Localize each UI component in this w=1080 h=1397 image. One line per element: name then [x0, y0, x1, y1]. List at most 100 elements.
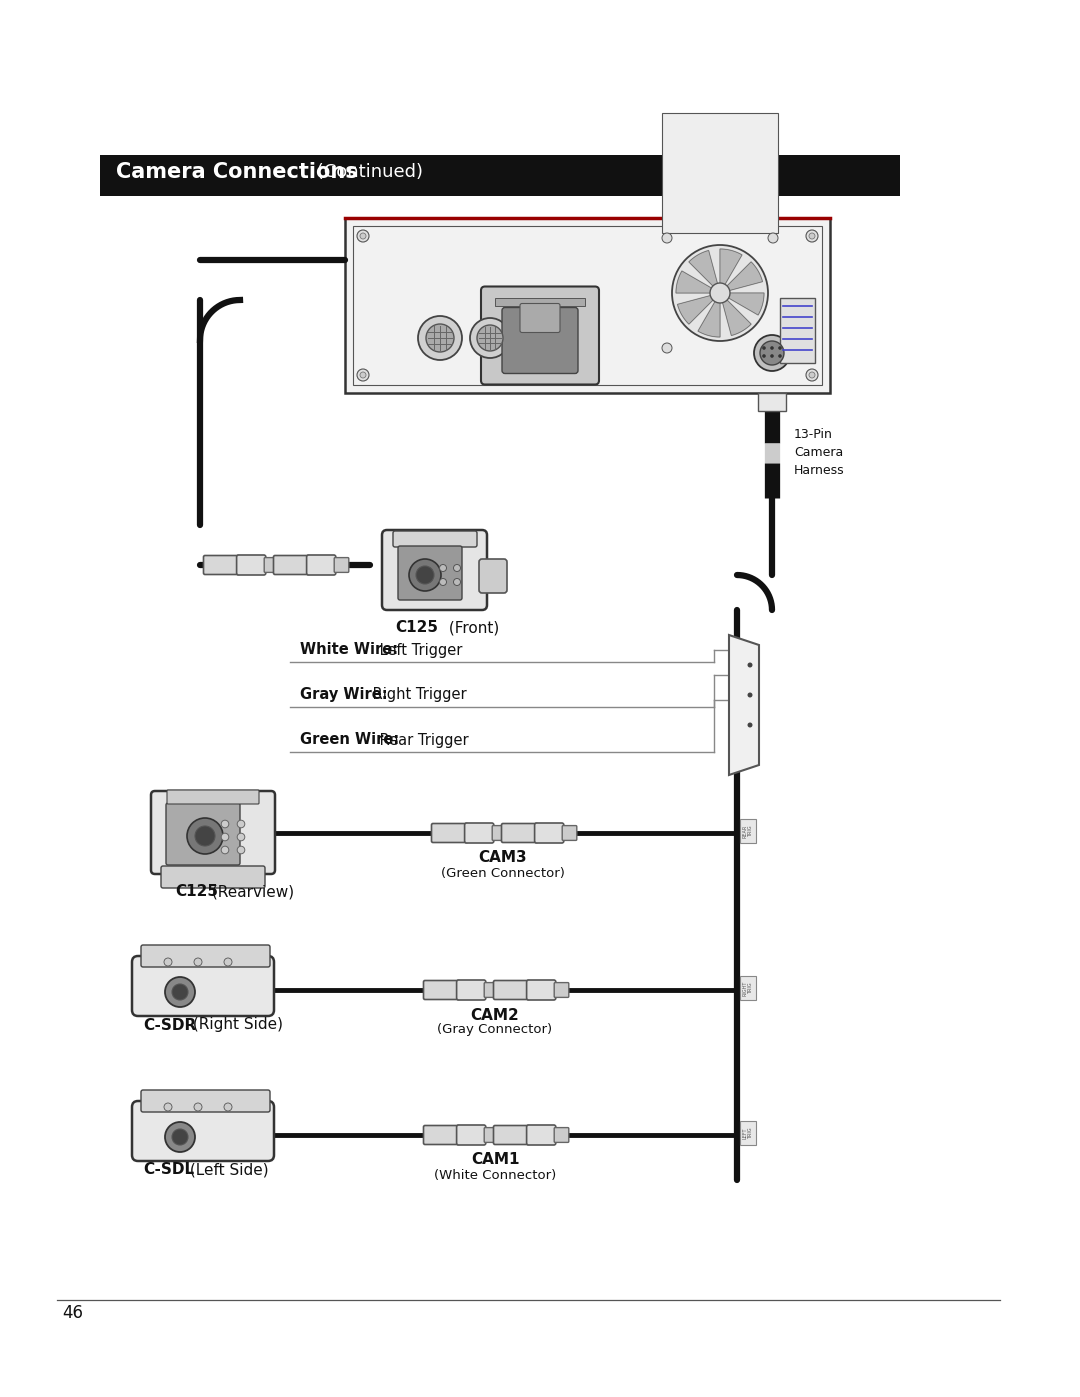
Bar [740, 977, 756, 1000]
Text: REAR
TRIG: REAR TRIG [743, 824, 754, 838]
Circle shape [477, 326, 503, 351]
Circle shape [754, 335, 789, 372]
Text: LEFT
TRIG: LEFT TRIG [743, 1127, 754, 1139]
Circle shape [164, 1104, 172, 1111]
Text: (White Connector): (White Connector) [434, 1168, 556, 1182]
Bar [740, 1120, 756, 1146]
FancyBboxPatch shape [554, 1127, 569, 1143]
Text: (Continued): (Continued) [311, 163, 423, 182]
Bar [495, 298, 585, 306]
Circle shape [779, 346, 782, 349]
Text: Green Wire:: Green Wire: [300, 732, 400, 747]
FancyBboxPatch shape [399, 546, 462, 599]
Circle shape [409, 559, 441, 591]
FancyBboxPatch shape [464, 823, 494, 842]
Polygon shape [727, 261, 762, 291]
FancyBboxPatch shape [393, 531, 477, 548]
Text: C125: C125 [175, 884, 218, 900]
Circle shape [165, 977, 195, 1007]
Circle shape [187, 819, 222, 854]
FancyBboxPatch shape [484, 1127, 499, 1143]
Circle shape [238, 833, 245, 841]
Text: White Wire:: White Wire: [300, 643, 399, 658]
Circle shape [238, 820, 245, 828]
Circle shape [760, 341, 784, 365]
Text: (Right Side): (Right Side) [188, 1017, 283, 1032]
Circle shape [194, 1104, 202, 1111]
Circle shape [454, 578, 460, 585]
Circle shape [747, 722, 753, 728]
FancyBboxPatch shape [141, 944, 270, 967]
FancyBboxPatch shape [307, 555, 336, 576]
FancyBboxPatch shape [457, 981, 486, 1000]
FancyBboxPatch shape [494, 1126, 530, 1144]
Circle shape [224, 958, 232, 965]
Circle shape [747, 662, 753, 668]
Circle shape [672, 244, 768, 341]
Polygon shape [689, 250, 717, 286]
Text: C125: C125 [395, 620, 438, 636]
FancyBboxPatch shape [132, 1101, 274, 1161]
FancyBboxPatch shape [432, 823, 468, 842]
FancyBboxPatch shape [132, 956, 274, 1016]
FancyBboxPatch shape [492, 826, 507, 841]
Text: C-SDR: C-SDR [143, 1017, 197, 1032]
FancyBboxPatch shape [141, 1090, 270, 1112]
Circle shape [762, 346, 766, 349]
Text: Right Trigger: Right Trigger [368, 687, 467, 703]
FancyBboxPatch shape [273, 556, 310, 574]
Circle shape [454, 564, 460, 571]
FancyBboxPatch shape [527, 981, 556, 1000]
Text: C-SDL: C-SDL [143, 1162, 194, 1178]
Text: CAM1: CAM1 [471, 1153, 519, 1168]
Circle shape [710, 284, 730, 303]
Circle shape [768, 233, 778, 243]
FancyBboxPatch shape [484, 982, 499, 997]
FancyBboxPatch shape [527, 1125, 556, 1146]
Circle shape [360, 372, 366, 379]
Circle shape [770, 355, 773, 358]
Text: 13-Pin
Camera
Harness: 13-Pin Camera Harness [794, 429, 845, 478]
FancyBboxPatch shape [519, 303, 561, 332]
Text: 46: 46 [62, 1303, 83, 1322]
FancyBboxPatch shape [237, 555, 266, 576]
FancyBboxPatch shape [203, 556, 240, 574]
FancyBboxPatch shape [167, 789, 259, 805]
Circle shape [194, 958, 202, 965]
Circle shape [165, 1122, 195, 1153]
Circle shape [224, 1104, 232, 1111]
FancyBboxPatch shape [151, 791, 275, 875]
FancyBboxPatch shape [423, 1126, 460, 1144]
FancyBboxPatch shape [501, 823, 538, 842]
Circle shape [416, 566, 434, 584]
Circle shape [662, 344, 672, 353]
Circle shape [426, 324, 454, 352]
Circle shape [221, 820, 229, 828]
Circle shape [470, 319, 510, 358]
Circle shape [440, 578, 446, 585]
Text: CAM2: CAM2 [471, 1007, 519, 1023]
Circle shape [806, 369, 818, 381]
Circle shape [172, 1129, 188, 1146]
Bar [758, 393, 786, 411]
FancyBboxPatch shape [166, 803, 240, 865]
Text: Camera Connections: Camera Connections [116, 162, 357, 182]
Circle shape [662, 233, 672, 243]
FancyBboxPatch shape [535, 823, 564, 842]
Text: (Green Connector): (Green Connector) [441, 866, 565, 880]
Circle shape [809, 372, 815, 379]
Text: CAM3: CAM3 [478, 851, 527, 866]
Circle shape [809, 233, 815, 239]
FancyBboxPatch shape [382, 529, 487, 610]
Circle shape [164, 958, 172, 965]
Circle shape [172, 983, 188, 1000]
Circle shape [360, 233, 366, 239]
Circle shape [357, 231, 369, 242]
Text: (Left Side): (Left Side) [185, 1162, 269, 1178]
Circle shape [238, 847, 245, 854]
Bar [345, 218, 831, 393]
Text: Left Trigger: Left Trigger [375, 643, 462, 658]
Circle shape [762, 355, 766, 358]
Circle shape [747, 693, 753, 697]
FancyBboxPatch shape [502, 307, 578, 373]
